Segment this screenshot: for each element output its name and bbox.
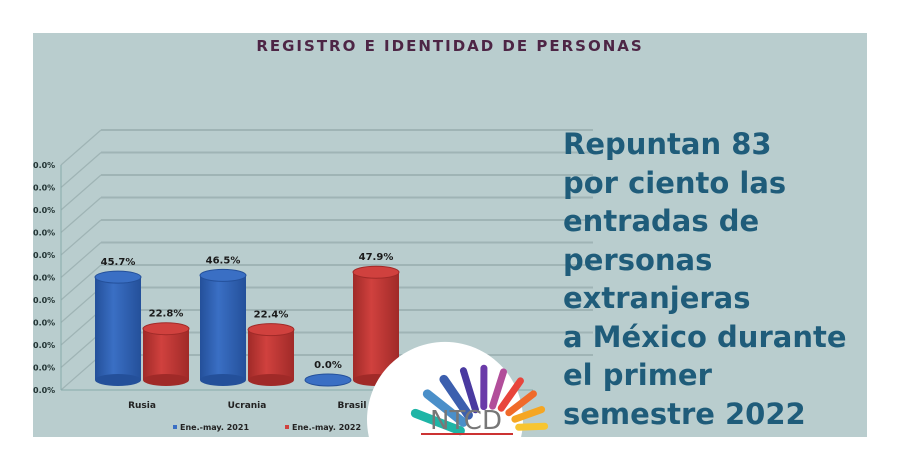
y-tick-label: 0.0%	[33, 229, 55, 238]
data-label: 45.7%	[101, 257, 136, 268]
bar-base	[143, 374, 189, 386]
headline-line: Repuntan 83	[563, 127, 772, 161]
x-category-label: Rusia	[128, 401, 156, 411]
y-tick-label: 0.0%	[33, 386, 55, 395]
bar-top	[247, 323, 295, 337]
y-tick-label: 0.0%	[33, 184, 55, 193]
bar-base	[200, 374, 246, 386]
gridline-side	[60, 354, 102, 391]
headline-line: a México durante	[563, 319, 847, 354]
gridline-side	[60, 197, 102, 233]
y-tick-label: 0.0%	[33, 296, 55, 305]
bar-top	[94, 270, 142, 284]
gridline-side	[60, 332, 102, 368]
bar-top	[199, 268, 247, 282]
headline-line: por ciento las	[563, 165, 787, 200]
gridline-side	[60, 309, 102, 346]
bar-body	[248, 329, 294, 380]
headline: Repuntan 83 por ciento las entradas de pers…	[563, 125, 867, 433]
data-label: 46.5%	[206, 255, 241, 266]
infographic: REGISTRO E IDENTIDAD DE PERSONAS 0.0% 0.0…	[33, 33, 867, 437]
gridline-side	[60, 287, 102, 323]
headline-line: personas	[563, 242, 713, 277]
bar-body	[200, 275, 246, 380]
bar-body	[95, 277, 141, 380]
headline-line: semestre 2022	[563, 396, 806, 431]
y-tick-label: 0.0%	[33, 206, 55, 215]
legend-swatch	[173, 425, 177, 429]
x-category-label: Brasil	[338, 401, 367, 411]
legend-label: Ene.-may. 2022	[292, 423, 361, 432]
headline-line: el primer	[563, 358, 712, 392]
header-title: REGISTRO E IDENTIDAD DE PERSONAS	[256, 37, 644, 55]
y-tick-label: 0.0%	[33, 319, 55, 328]
bar-top	[352, 265, 400, 279]
y-tick-label: 0.0%	[33, 341, 55, 350]
bar-body	[143, 328, 189, 380]
y-tick-label: 0.0%	[33, 161, 55, 170]
gridline-side	[60, 242, 102, 278]
bar-top	[455, 369, 503, 383]
legend-swatch	[285, 425, 289, 429]
headline-line: extranjeras	[563, 281, 751, 315]
gridline-side	[60, 152, 102, 188]
y-tick-label: 0.0%	[33, 364, 55, 373]
gridline-side	[60, 219, 102, 256]
bar-base	[95, 374, 141, 386]
data-label: 1.9%	[465, 356, 493, 367]
bar-base	[353, 374, 399, 386]
bar-body	[353, 272, 399, 380]
x-category-label: Ucrania	[228, 401, 267, 411]
data-label: 22.4%	[254, 310, 289, 321]
bar-top	[142, 322, 190, 336]
bar-top	[304, 373, 352, 387]
data-label: 0.0%	[314, 360, 342, 371]
y-tick-label: 0.0%	[33, 251, 55, 260]
y-tick-label: 0.0%	[33, 274, 55, 283]
gridline-side	[60, 264, 102, 301]
gridline-side	[60, 129, 102, 166]
bar-base	[248, 374, 294, 386]
data-label: 22.8%	[149, 309, 184, 320]
headline-line: entradas de	[563, 204, 760, 238]
legend-label: Ene.-may. 2021	[180, 423, 249, 432]
gridline-side	[60, 174, 102, 211]
data-label: 47.9%	[359, 252, 394, 263]
